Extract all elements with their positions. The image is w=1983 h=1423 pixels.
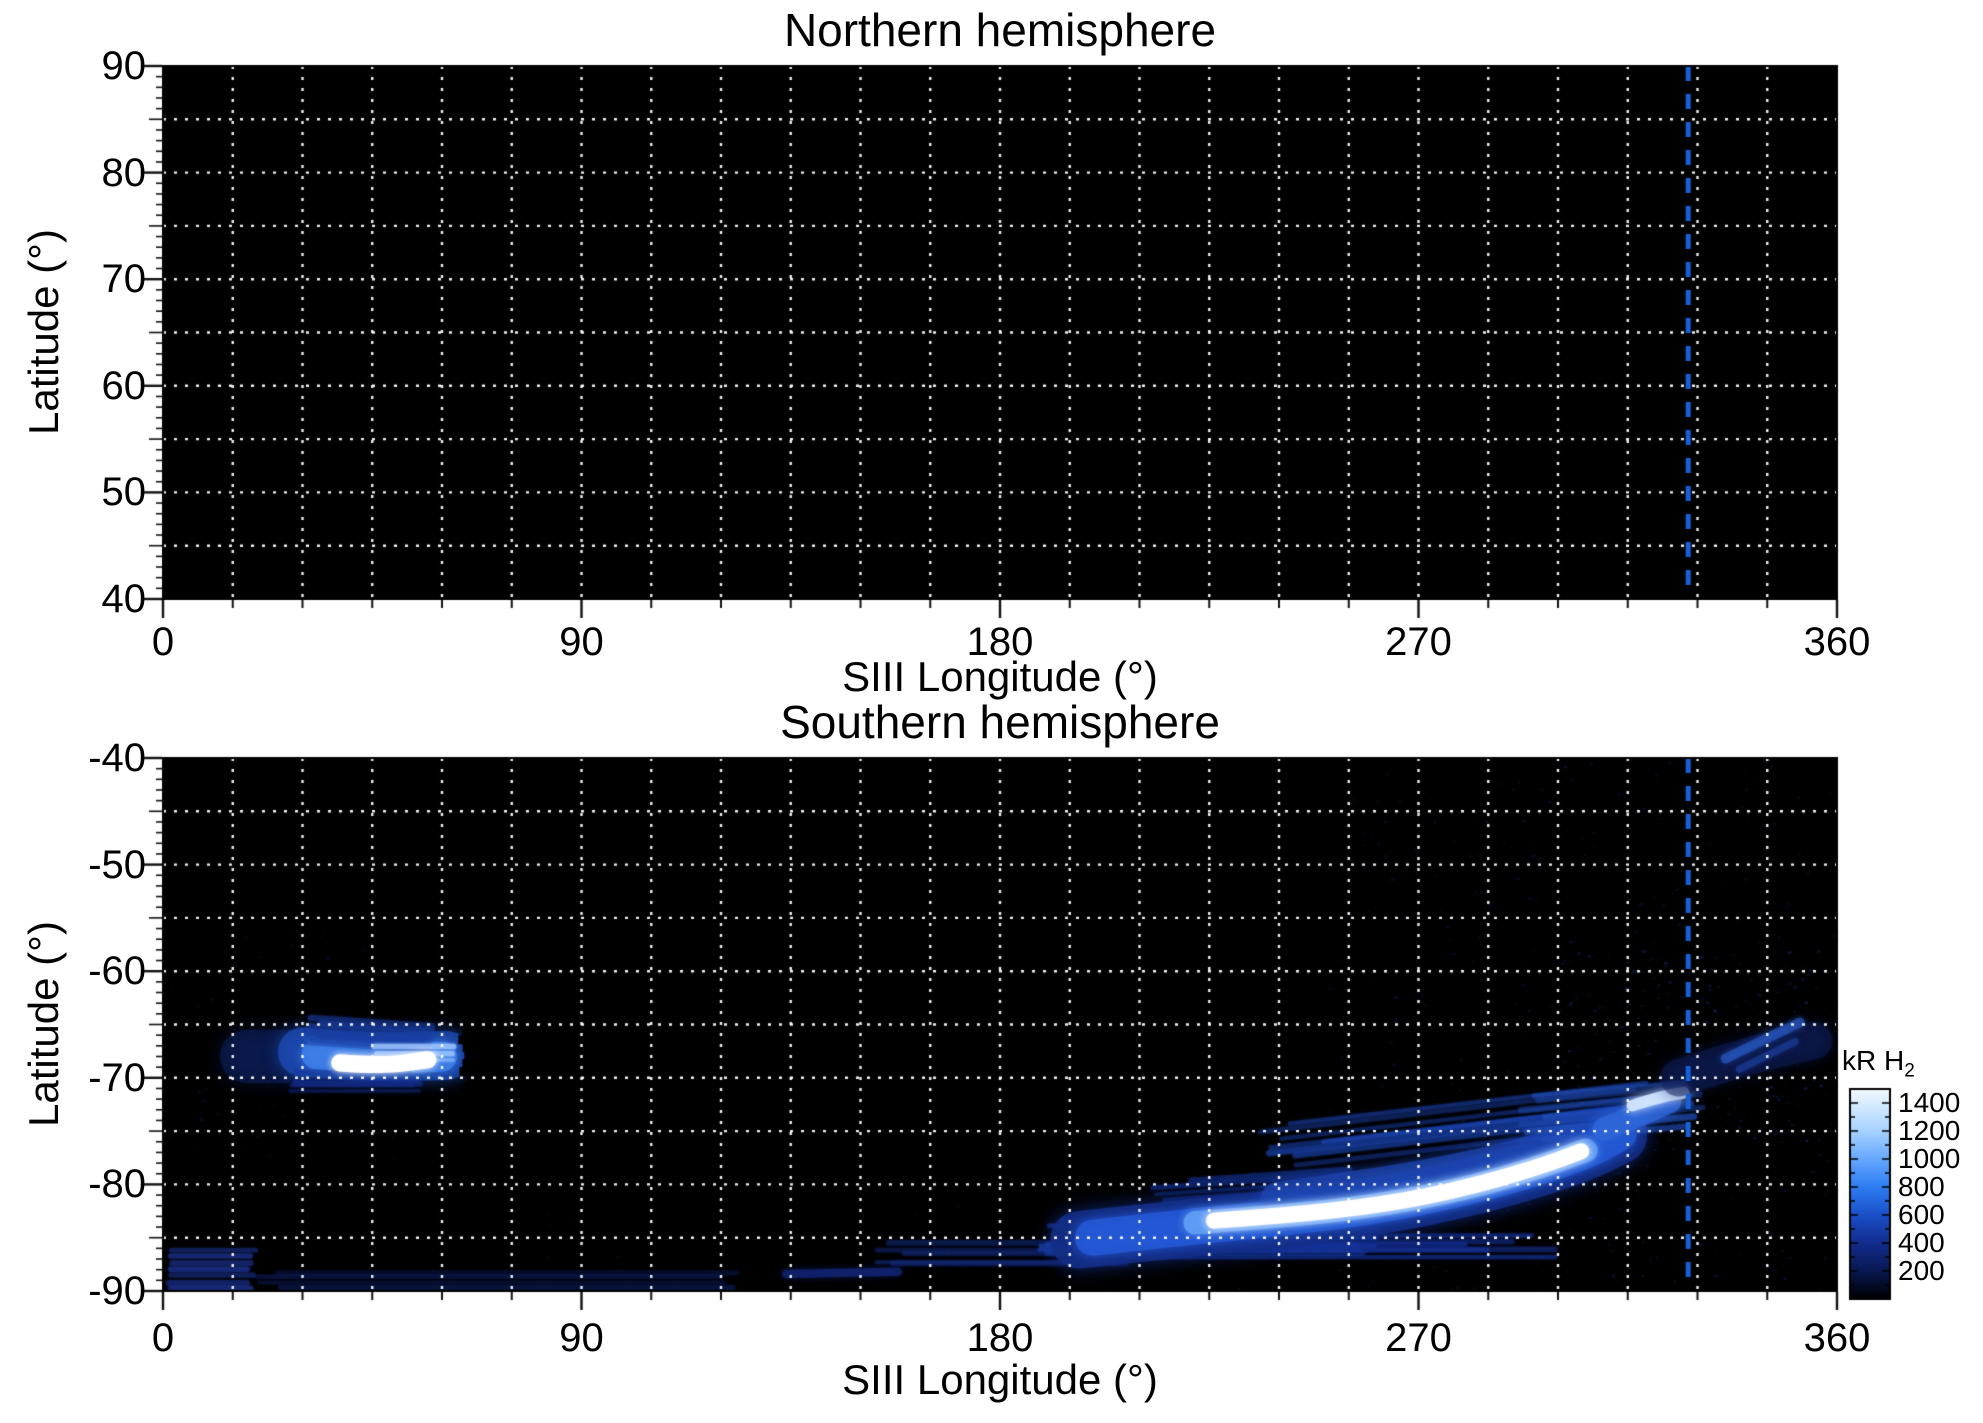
y-tick-label-north: 60 bbox=[101, 363, 147, 408]
y-tick-label-north: 90 bbox=[101, 44, 147, 88]
colorbar-tick-label: 600 bbox=[1898, 1199, 1945, 1230]
colorbar-tick-label: 1400 bbox=[1898, 1087, 1961, 1118]
y-tick-label-south: -50 bbox=[88, 842, 146, 887]
y-tick-label-south: -40 bbox=[88, 736, 146, 780]
y-tick-label-south: -80 bbox=[88, 1162, 146, 1207]
colorbar-tick-label: 200 bbox=[1898, 1255, 1945, 1286]
north-panel-title: Northern hemisphere bbox=[783, 4, 1217, 56]
colorbar-tick-label: 400 bbox=[1898, 1227, 1945, 1258]
x-tick-label-south: 360 bbox=[1803, 1316, 1871, 1360]
x-tick-label-north: 0 bbox=[151, 620, 175, 664]
y-tick-label-north: 70 bbox=[101, 257, 147, 302]
x-tick-label-south: 270 bbox=[1385, 1316, 1452, 1360]
x-tick-label-north: 360 bbox=[1803, 620, 1871, 664]
colorbar-tick-label: 800 bbox=[1898, 1171, 1945, 1202]
x-tick-label-south: 0 bbox=[151, 1316, 175, 1360]
y-tick-label-north: 80 bbox=[101, 150, 147, 195]
south-panel-title: Southern hemisphere bbox=[780, 696, 1220, 748]
y-tick-label-south: -90 bbox=[88, 1269, 146, 1313]
y-tick-label-north: 40 bbox=[101, 577, 147, 621]
colorbar-label-text: kR H bbox=[1842, 1045, 1905, 1076]
x-tick-label-north: 180 bbox=[966, 620, 1034, 664]
x-tick-label-north: 90 bbox=[559, 620, 604, 664]
south-xaxis-label: SIII Longitude (°) bbox=[842, 1356, 1158, 1403]
x-tick-label-south: 180 bbox=[966, 1316, 1034, 1360]
colorbar-tick-label: 1200 bbox=[1898, 1115, 1961, 1146]
y-tick-label-south: -60 bbox=[88, 949, 146, 994]
north-xaxis-label: SIII Longitude (°) bbox=[842, 653, 1158, 700]
x-tick-label-north: 270 bbox=[1385, 620, 1452, 664]
x-tick-label-south: 90 bbox=[559, 1316, 604, 1360]
colorbar-label-subscript: 2 bbox=[1904, 1060, 1915, 1082]
y-tick-label-south: -70 bbox=[88, 1055, 146, 1100]
colorbar-tick-label: 1000 bbox=[1898, 1143, 1961, 1174]
y-tick-label-north: 50 bbox=[101, 470, 147, 515]
colorbar-label: kR H2 bbox=[1842, 1046, 1915, 1087]
